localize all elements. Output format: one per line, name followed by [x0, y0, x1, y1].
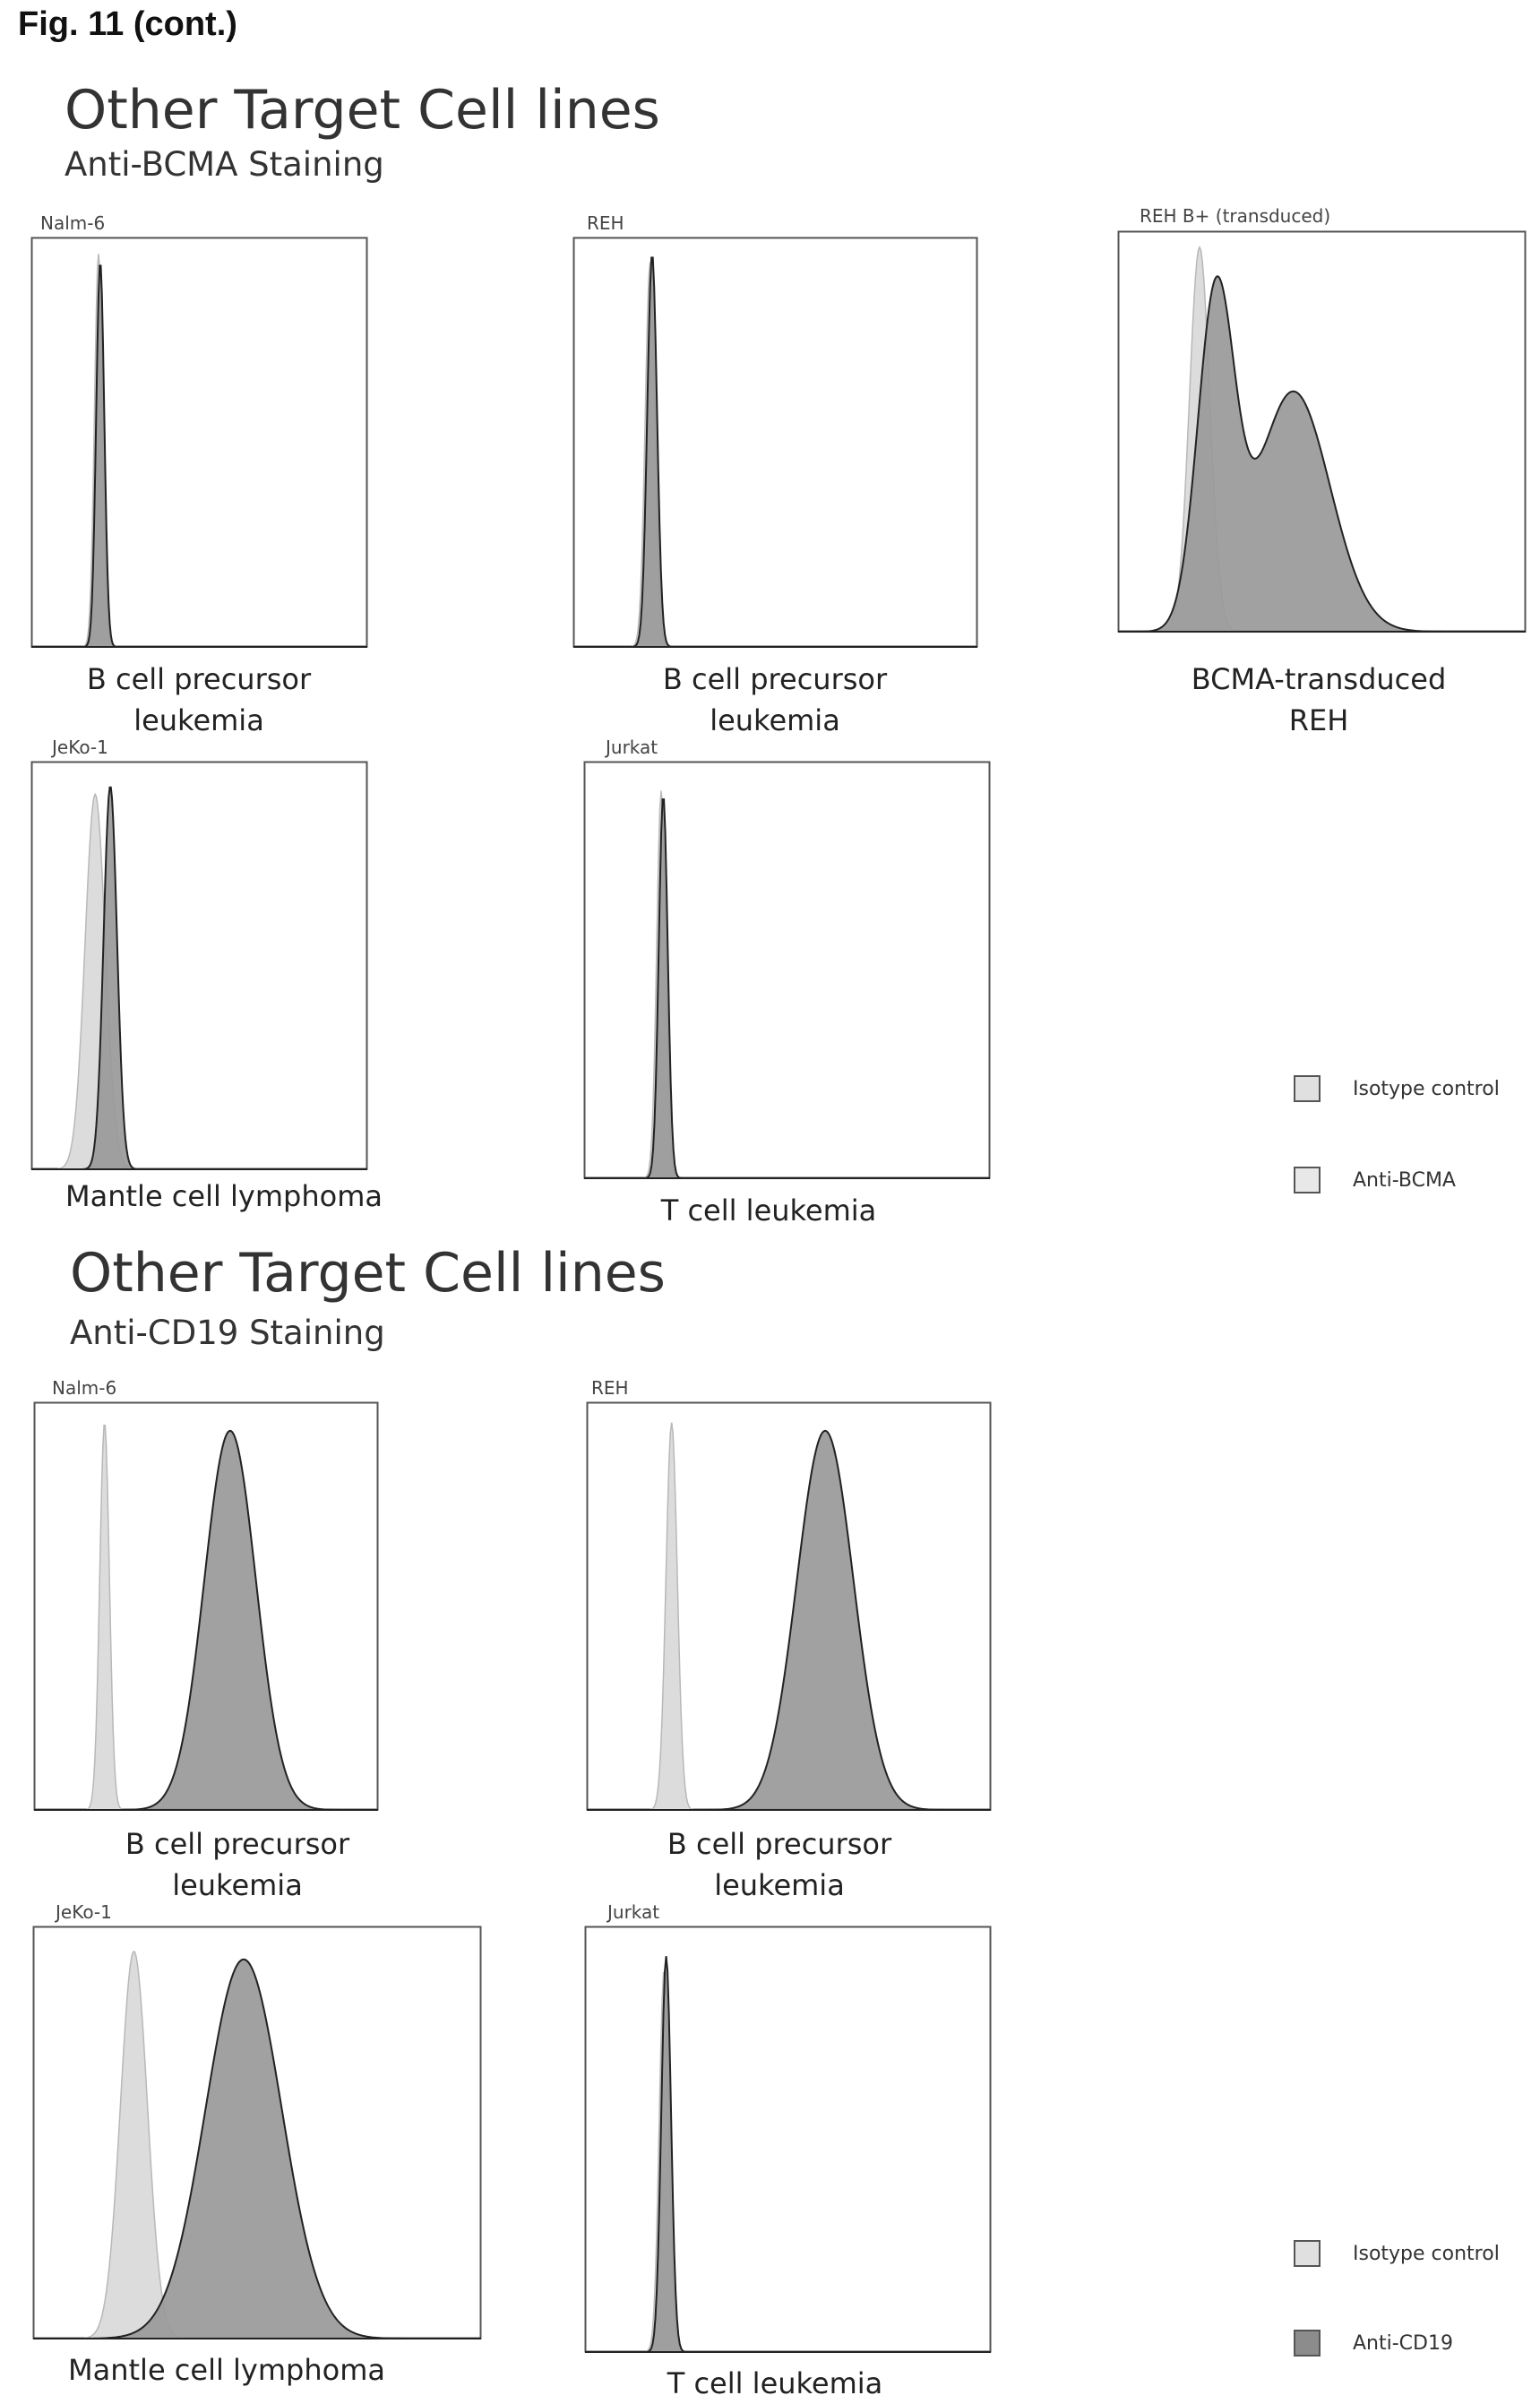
histogram-svg	[1117, 230, 1527, 633]
histogram-svg	[584, 1926, 992, 2353]
plot-frame	[583, 761, 991, 1179]
histogram-panel	[30, 761, 368, 1170]
legend-cd19-isotype: Isotype control	[1294, 2240, 1500, 2267]
stain-histogram	[587, 1429, 991, 1811]
legend-label: Anti-BCMA	[1353, 1168, 1456, 1192]
panel-caption: T cell leukemia	[545, 1190, 993, 1231]
caption-line: leukemia	[710, 703, 840, 737]
histogram-panel	[572, 237, 978, 648]
plot-frame	[30, 237, 368, 648]
histogram-panel	[583, 761, 991, 1179]
plot-frame	[572, 237, 978, 648]
stain-histogram	[33, 1958, 481, 2339]
legend-swatch-anti-cd19	[1294, 2330, 1321, 2357]
panel-name: Nalm-6	[52, 1377, 117, 1399]
histogram-svg	[572, 237, 978, 648]
panel-caption: B cell precursor leukemia	[0, 659, 423, 741]
caption-line: T cell leukemia	[660, 1193, 877, 1228]
panel-caption: B cell precursor leukemia	[551, 659, 999, 741]
panel-name: Jurkat	[607, 1901, 660, 1923]
caption-line: T cell leukemia	[667, 2366, 883, 2400]
stain-histogram	[31, 264, 367, 648]
panel-caption: Mantle cell lymphoma	[0, 1176, 448, 1217]
panel-name: REH B+ (transduced)	[1140, 205, 1331, 227]
caption-line: Mantle cell lymphoma	[68, 2353, 385, 2387]
histogram-panel	[33, 1401, 379, 1811]
caption-line: B cell precursor	[86, 662, 312, 696]
stain-histogram	[584, 798, 990, 1179]
panel-caption: B cell precursor leukemia	[13, 1823, 461, 1906]
panel-name: JeKo-1	[56, 1901, 112, 1923]
histogram-svg	[30, 761, 368, 1170]
histogram-panel	[30, 237, 368, 648]
legend-bcma-isotype: Isotype control	[1294, 1075, 1500, 1102]
caption-line: leukemia	[172, 1868, 303, 1902]
legend-swatch-isotype	[1294, 1075, 1321, 1102]
histogram-panel	[32, 1926, 482, 2339]
panel-caption: T cell leukemia	[551, 2363, 999, 2404]
legend-label: Isotype control	[1353, 1077, 1500, 1100]
caption-line: leukemia	[133, 703, 264, 737]
legend-cd19-stain: Anti-CD19	[1294, 2330, 1453, 2357]
legend-swatch-anti-bcma	[1294, 1167, 1321, 1193]
histogram-svg	[586, 1401, 992, 1811]
panel-name: Nalm-6	[40, 212, 106, 234]
caption-line: leukemia	[714, 1868, 845, 1902]
legend-label: Isotype control	[1353, 2242, 1500, 2265]
caption-line: REH	[1288, 703, 1349, 737]
histogram-panel	[1117, 230, 1527, 633]
plot-frame	[584, 1926, 992, 2353]
figure-label: Fig. 11 (cont.)	[18, 5, 237, 43]
section-cd19-title: Other Target Cell lines	[70, 1242, 666, 1305]
panel-name: REH	[587, 212, 624, 234]
histogram-svg	[32, 1926, 482, 2339]
histogram-svg	[30, 237, 368, 648]
legend-swatch-isotype	[1294, 2240, 1321, 2267]
histogram-svg	[583, 761, 991, 1179]
panel-caption: B cell precursor leukemia	[555, 1823, 1003, 1906]
panel-name: REH	[591, 1377, 629, 1399]
histogram-panel	[584, 1926, 992, 2353]
caption-line: BCMA-transduced	[1191, 662, 1447, 696]
panel-caption: Mantle cell lymphoma	[3, 2349, 451, 2391]
stain-histogram	[31, 786, 367, 1170]
panel-name: Jurkat	[606, 737, 658, 758]
legend-bcma-stain: Anti-BCMA	[1294, 1167, 1456, 1193]
histogram-svg	[33, 1401, 379, 1811]
caption-line: B cell precursor	[125, 1827, 350, 1861]
panel-name: JeKo-1	[52, 737, 108, 758]
section-cd19-subtitle: Anti-CD19 Staining	[70, 1314, 385, 1352]
panel-caption: BCMA-transduced REH	[1095, 659, 1540, 741]
stain-histogram	[1118, 275, 1526, 633]
legend-label: Anti-CD19	[1353, 2331, 1453, 2355]
section-bcma-title: Other Target Cell lines	[65, 79, 660, 142]
stain-histogram	[34, 1429, 378, 1811]
caption-line: B cell precursor	[667, 1827, 892, 1861]
stain-histogram	[585, 1956, 991, 2353]
section-bcma-subtitle: Anti-BCMA Staining	[65, 145, 384, 184]
caption-line: B cell precursor	[662, 662, 888, 696]
caption-line: Mantle cell lymphoma	[65, 1179, 383, 1213]
histogram-panel	[586, 1401, 992, 1811]
stain-histogram	[573, 256, 977, 648]
